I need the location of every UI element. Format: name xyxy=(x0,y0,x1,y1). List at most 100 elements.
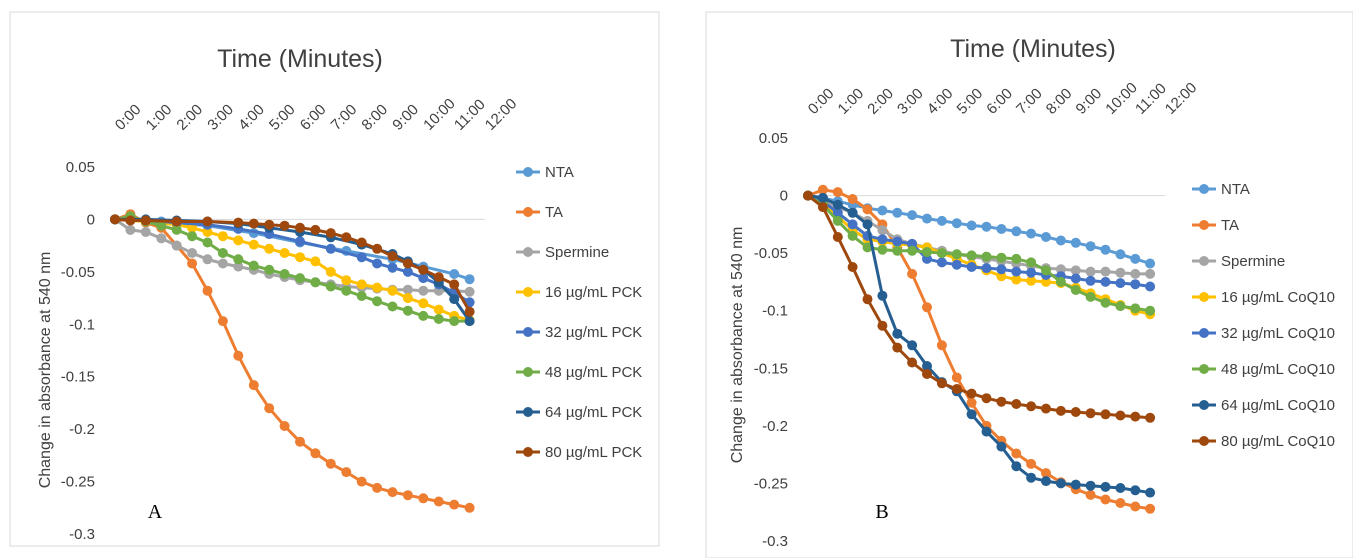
data-point xyxy=(1055,264,1066,275)
chart-panel-a: Time (Minutes) 0:00 1:00 2:00 3:00 4:00 5:00 6:… xyxy=(0,0,669,558)
data-point xyxy=(951,249,962,260)
data-point xyxy=(996,224,1007,234)
data-point xyxy=(1085,408,1096,419)
data-point xyxy=(847,194,858,204)
data-point xyxy=(402,258,413,269)
y-tick-label: -0.3 xyxy=(762,533,788,550)
chart-a: Time (Minutes) 0:001:002:003:004:005:006:… xyxy=(9,11,660,547)
data-point xyxy=(1145,412,1156,423)
x-tick-label: 7:00 xyxy=(328,101,361,134)
data-point xyxy=(1130,411,1141,422)
data-point xyxy=(402,293,413,304)
legend-label: Spermine xyxy=(1221,253,1285,270)
data-point xyxy=(1070,479,1081,490)
data-point xyxy=(248,260,259,271)
data-point xyxy=(877,205,888,216)
legend-swatch-marker xyxy=(1199,256,1209,266)
data-point xyxy=(1026,472,1037,483)
data-point xyxy=(187,258,198,269)
data-point xyxy=(264,219,275,230)
data-point xyxy=(387,285,398,296)
data-point xyxy=(356,252,367,263)
data-point xyxy=(951,259,962,270)
data-point xyxy=(418,273,429,284)
data-point xyxy=(1011,274,1022,285)
legend-item: 64 µg/mL CoQ10 xyxy=(1192,397,1335,414)
data-point xyxy=(1130,253,1141,264)
data-point xyxy=(1115,498,1126,508)
x-tick-label: 8:00 xyxy=(1043,85,1076,118)
y-tick-label: -0.15 xyxy=(754,360,788,377)
data-point xyxy=(862,219,873,230)
data-point xyxy=(1130,268,1141,279)
x-tick-label: 4:00 xyxy=(924,85,957,118)
x-tick-label: 8:00 xyxy=(358,101,391,134)
legend-label: 80 µg/mL CoQ10 xyxy=(1221,433,1335,450)
data-point xyxy=(233,350,244,361)
legend-swatch-marker xyxy=(523,327,533,337)
x-tick-label: 5:00 xyxy=(954,85,987,118)
data-point xyxy=(233,254,244,265)
data-point xyxy=(847,207,858,218)
data-point xyxy=(803,190,813,201)
data-point xyxy=(832,232,843,242)
legend-item: 48 µg/mL CoQ10 xyxy=(1192,361,1335,378)
data-point xyxy=(922,247,932,257)
legend-label: TA xyxy=(1221,217,1239,234)
y-tick-label: -0.2 xyxy=(69,421,95,438)
chart-border xyxy=(9,11,660,547)
data-point xyxy=(325,281,336,292)
data-point xyxy=(418,298,429,309)
data-point xyxy=(217,248,228,258)
y-tick-label: -0.1 xyxy=(762,303,788,320)
y-tick-label: -0.15 xyxy=(61,369,95,386)
x-tick-label: 7:00 xyxy=(1013,85,1046,118)
data-point xyxy=(1055,405,1066,416)
data-point xyxy=(233,261,244,272)
data-point xyxy=(1041,265,1051,276)
data-point xyxy=(922,253,932,264)
x-tick-label: 12:00 xyxy=(482,95,521,134)
y-tick-label: -0.25 xyxy=(754,475,788,492)
legend-item: 80 µg/mL CoQ10 xyxy=(1192,433,1335,450)
data-point xyxy=(1115,483,1126,493)
data-point xyxy=(1130,279,1141,290)
chart-border xyxy=(705,11,1353,558)
data-point xyxy=(279,248,290,258)
panel-label: A xyxy=(148,501,163,523)
legend-label: 48 µg/mL CoQ10 xyxy=(1221,361,1335,378)
legend-label: 64 µg/mL CoQ10 xyxy=(1221,397,1335,414)
x-tick-label: 3:00 xyxy=(204,101,237,134)
x-tick-label: 6:00 xyxy=(297,101,330,134)
data-point xyxy=(140,215,151,226)
data-point xyxy=(1100,297,1111,308)
data-point xyxy=(264,403,275,414)
legend-label: 64 µg/mL PCK xyxy=(545,404,642,421)
data-point xyxy=(1011,448,1022,459)
data-point xyxy=(1041,468,1051,479)
data-point xyxy=(1145,268,1156,279)
data-point xyxy=(449,279,460,290)
data-point xyxy=(248,380,259,391)
data-point xyxy=(922,369,932,379)
legend-item: TA xyxy=(1192,217,1239,234)
legend-swatch-marker xyxy=(523,367,533,377)
data-point xyxy=(202,216,213,227)
data-point xyxy=(996,271,1007,282)
data-point xyxy=(1026,228,1037,239)
data-point xyxy=(372,282,383,293)
data-point xyxy=(832,199,843,210)
data-point xyxy=(310,277,321,288)
legend-label: TA xyxy=(545,204,563,221)
data-point xyxy=(862,204,873,215)
data-point xyxy=(877,320,888,331)
data-point xyxy=(1085,275,1096,286)
data-point xyxy=(356,237,367,248)
data-point xyxy=(936,248,947,259)
legend-swatch-marker xyxy=(523,167,533,177)
data-point xyxy=(217,316,228,327)
y-tick-label: -0.05 xyxy=(754,245,788,262)
series-line xyxy=(114,217,471,304)
data-point xyxy=(1085,480,1096,491)
chart-b: Time (Minutes) 0:001:002:003:004:005:006:… xyxy=(705,11,1353,558)
